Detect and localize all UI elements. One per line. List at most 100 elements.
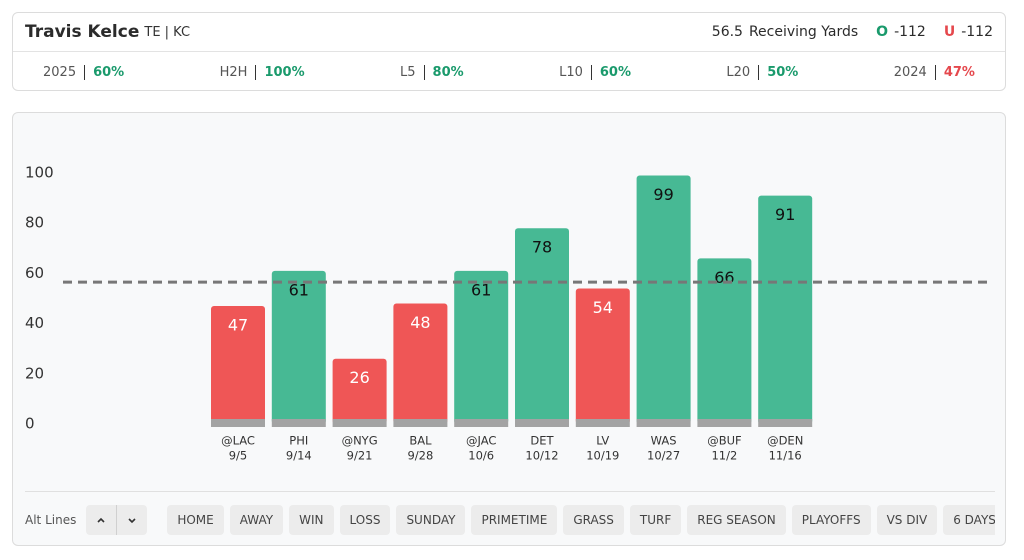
x-tick-date: 9/21 bbox=[347, 449, 373, 463]
filter-chip[interactable]: TURF bbox=[629, 505, 682, 535]
x-tick-label: DET bbox=[530, 434, 554, 448]
x-tick-label: @DEN bbox=[767, 434, 803, 448]
stat-label: L10 bbox=[559, 64, 592, 80]
x-tick-date: 9/28 bbox=[407, 449, 433, 463]
bar bbox=[515, 228, 569, 424]
bar bbox=[454, 270, 509, 424]
chart-card: 0 20 40 60 80 100 47 @LAC 9/5 61 PHI 9/14 26 @NYG 9/21… bbox=[12, 112, 1006, 546]
bar bbox=[575, 288, 630, 424]
filter-chip[interactable]: GRASS bbox=[563, 505, 624, 535]
prop-stat: Receiving Yards bbox=[748, 24, 859, 40]
stat-value: 60% bbox=[599, 64, 631, 80]
filters: Alt Lines HOME AWAY WIN LOSS SUNDAY PRIMETIME… bbox=[25, 491, 995, 545]
value-label: 61 bbox=[471, 280, 491, 299]
filter-chip[interactable]: HOME bbox=[167, 505, 224, 535]
bar bbox=[393, 303, 448, 424]
bar-base bbox=[211, 419, 265, 427]
y-tick-label: 80 bbox=[25, 214, 44, 232]
bar bbox=[636, 175, 691, 424]
filter-chip[interactable]: REG SEASON bbox=[687, 505, 786, 535]
stat: L20 50% bbox=[726, 64, 799, 80]
value-label: 26 bbox=[349, 368, 369, 387]
stat: 2024 47% bbox=[894, 64, 975, 80]
stat-label: H2H bbox=[220, 64, 257, 80]
over-odds: -112 bbox=[894, 24, 926, 40]
bar-base bbox=[697, 419, 752, 427]
stat: H2H 100% bbox=[220, 64, 305, 80]
bar bbox=[697, 258, 752, 424]
value-label: 99 bbox=[653, 185, 673, 204]
alt-line-buttons bbox=[86, 505, 148, 535]
filter-chip[interactable]: PLAYOFFS bbox=[791, 505, 871, 535]
x-tick-date: 9/5 bbox=[229, 449, 248, 463]
x-tick-label: LV bbox=[596, 434, 609, 448]
filter-chip[interactable]: PRIMETIME bbox=[471, 505, 558, 535]
prop: 56.5 Receiving Yards O -112 U -112 bbox=[712, 24, 993, 40]
under-odds: -112 bbox=[961, 24, 993, 40]
bar bbox=[271, 270, 326, 424]
bar-base bbox=[575, 419, 630, 427]
bar bbox=[332, 358, 387, 424]
stat-label: L5 bbox=[400, 64, 425, 80]
bar bbox=[758, 195, 813, 424]
bar-base bbox=[636, 419, 691, 427]
stat: L5 80% bbox=[400, 64, 464, 80]
filter-chip[interactable]: VS DIV bbox=[876, 505, 938, 535]
value-label: 48 bbox=[410, 313, 430, 332]
filter-chip[interactable]: WIN bbox=[289, 505, 334, 535]
x-tick-label: @LAC bbox=[221, 434, 255, 448]
stat-value: 100% bbox=[264, 64, 305, 80]
value-label: 66 bbox=[714, 268, 734, 287]
alt-line-up[interactable] bbox=[86, 505, 116, 535]
alt-lines-label: Alt Lines bbox=[25, 513, 77, 527]
x-tick-label: PHI bbox=[289, 434, 308, 448]
x-tick-label: @JAC bbox=[466, 434, 496, 448]
stat-label: 2025 bbox=[43, 64, 86, 80]
filter-chip[interactable]: SUNDAY bbox=[396, 505, 466, 535]
x-tick-label: @NYG bbox=[342, 434, 378, 448]
player-name: Travis Kelce bbox=[25, 22, 140, 42]
y-tick-label: 100 bbox=[25, 164, 54, 182]
filter-chip[interactable]: LOSS bbox=[339, 505, 391, 535]
x-tick-date: 10/27 bbox=[647, 449, 680, 463]
stat-value: 80% bbox=[432, 64, 464, 80]
bar-base bbox=[454, 419, 509, 427]
y-tick-label: 20 bbox=[25, 364, 44, 382]
bar-base bbox=[332, 419, 387, 427]
value-label: 91 bbox=[775, 205, 795, 224]
x-tick-date: 11/2 bbox=[711, 449, 737, 463]
x-tick-date: 10/19 bbox=[586, 449, 619, 463]
x-tick-label: @BUF bbox=[707, 434, 741, 448]
y-tick-label: 60 bbox=[25, 264, 44, 282]
y-tick-label: 0 bbox=[25, 415, 35, 433]
value-label: 54 bbox=[593, 298, 613, 317]
x-tick-date: 10/12 bbox=[525, 449, 558, 463]
x-tick-label: BAL bbox=[409, 434, 432, 448]
y-tick-label: 40 bbox=[25, 314, 44, 332]
bar-base bbox=[271, 419, 326, 427]
x-tick-date: 10/6 bbox=[468, 449, 494, 463]
alt-line-down[interactable] bbox=[116, 505, 147, 535]
bar-base bbox=[758, 419, 813, 427]
stat-label: 2024 bbox=[894, 64, 936, 80]
stat-label: L20 bbox=[726, 64, 760, 80]
x-tick-label: WAS bbox=[651, 434, 677, 448]
filter-chip[interactable]: AWAY bbox=[229, 505, 284, 535]
stat: L10 60% bbox=[559, 64, 631, 80]
x-tick-date: 11/16 bbox=[769, 449, 802, 463]
value-label: 78 bbox=[532, 238, 552, 257]
player-header: Travis Kelce TE | KC 56.5 Receiving Yard… bbox=[13, 13, 1005, 52]
bar-base bbox=[393, 419, 448, 427]
prop-line: 56.5 bbox=[711, 24, 743, 40]
player-card: Travis Kelce TE | KC 56.5 Receiving Yard… bbox=[12, 12, 1006, 91]
x-tick-date: 9/14 bbox=[286, 449, 312, 463]
stat-value: 50% bbox=[767, 64, 799, 80]
filter-chip[interactable]: 6 DAYS REST bbox=[943, 505, 995, 535]
stat-value: 47% bbox=[943, 64, 975, 80]
over-label: O bbox=[876, 24, 889, 40]
bar bbox=[211, 306, 265, 424]
value-label: 61 bbox=[289, 280, 309, 299]
stats-row: 2025 60% H2H 100% L5 80% L10 60% L20 50% 2024 47% bbox=[13, 52, 1005, 92]
